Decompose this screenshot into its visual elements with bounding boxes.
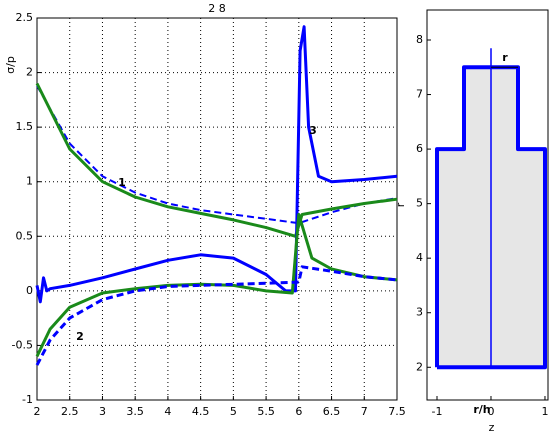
y-tick-label: 7 bbox=[416, 88, 423, 101]
x-tick-label: 6.5 bbox=[323, 405, 341, 418]
y-tick-label: 0 bbox=[26, 284, 33, 297]
y-tick-label: 4 bbox=[416, 251, 423, 264]
y-tick-label: 5 bbox=[416, 197, 423, 210]
y-axis-label: σ/p bbox=[4, 56, 17, 74]
annotation: 1 bbox=[118, 176, 126, 189]
annotation: r bbox=[502, 51, 508, 64]
series-line bbox=[35, 213, 398, 357]
annotation: 3 bbox=[309, 124, 317, 137]
y-tick-label: 0.5 bbox=[16, 229, 34, 242]
x-tick-label: -1 bbox=[432, 405, 443, 418]
y-tick-label: 8 bbox=[416, 33, 423, 46]
x-tick-label: 4 bbox=[164, 405, 171, 418]
x-tick-label: 5.5 bbox=[257, 405, 275, 418]
x-tick-label: 6 bbox=[295, 405, 302, 418]
x-tick-label: 4.5 bbox=[192, 405, 210, 418]
y-tick-label: -0.5 bbox=[12, 338, 33, 351]
chart-title: 2 8 bbox=[208, 2, 226, 15]
series-line bbox=[35, 265, 398, 366]
x-tick-label: 7 bbox=[361, 405, 368, 418]
y-tick-label: 2 bbox=[26, 66, 33, 79]
x-tick-label: 7.5 bbox=[388, 405, 406, 418]
x-tick-label: 3.5 bbox=[126, 405, 144, 418]
series-line bbox=[35, 25, 398, 304]
y-tick-label: 6 bbox=[416, 142, 423, 155]
series-line bbox=[36, 85, 398, 225]
annotation: r/h bbox=[473, 403, 490, 416]
x-tick-label: 2.5 bbox=[61, 405, 79, 418]
x-axis-label: z bbox=[489, 421, 495, 434]
y-tick-label: 1 bbox=[26, 175, 33, 188]
series-line bbox=[35, 82, 398, 238]
y-tick-label: 1.5 bbox=[16, 120, 34, 133]
x-tick-label: 3 bbox=[99, 405, 106, 418]
y-tick-label: -1 bbox=[22, 393, 33, 406]
y-axis-label: r bbox=[394, 202, 407, 207]
annotation: 2 bbox=[76, 330, 84, 343]
plot-frame bbox=[36, 17, 398, 401]
x-tick-label: 2 bbox=[34, 405, 41, 418]
y-tick-label: 2 bbox=[416, 360, 423, 373]
x-tick-label: 1 bbox=[541, 405, 548, 418]
x-tick-label: 0 bbox=[487, 405, 494, 418]
y-tick-label: 2.5 bbox=[16, 11, 34, 24]
x-tick-label: 5 bbox=[230, 405, 237, 418]
y-tick-label: 3 bbox=[416, 306, 423, 319]
